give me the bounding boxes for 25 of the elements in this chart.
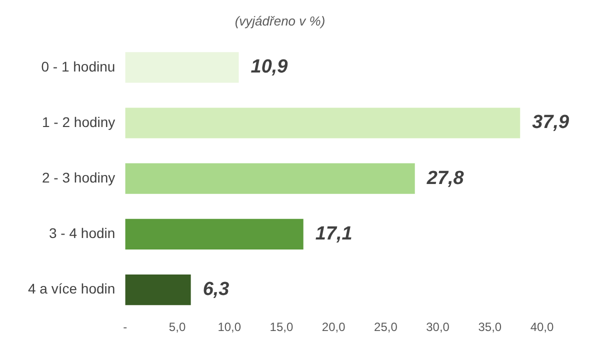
x-tick-label: 5,0 (168, 320, 186, 334)
x-tick-label: 40,0 (530, 320, 554, 334)
x-tick-label: 30,0 (426, 320, 450, 334)
bar (125, 108, 520, 138)
x-tick-label: 10,0 (218, 320, 242, 334)
x-tick-label: 20,0 (322, 320, 346, 334)
y-tick-label: 1 - 2 hodiny (42, 114, 116, 130)
bar (125, 274, 191, 306)
x-tick-label: 35,0 (478, 320, 502, 334)
data-label: 6,3 (202, 279, 230, 300)
y-tick-label: 4 a více hodin (28, 280, 116, 297)
data-label: 37,9 (532, 112, 570, 134)
x-tick-label: - (123, 320, 128, 334)
bar (125, 163, 415, 194)
x-tick-label: 25,0 (374, 320, 398, 334)
data-label: 10,9 (250, 56, 288, 78)
y-tick-label: 0 - 1 hodinu (41, 58, 116, 74)
x-tick-label: 15,0 (270, 320, 294, 334)
y-tick-label: 3 - 4 hodin (49, 225, 116, 242)
data-label: 17,1 (315, 223, 352, 244)
data-label: 27,8 (426, 168, 464, 189)
bar (125, 52, 239, 83)
bar (125, 218, 304, 250)
chart-title: (vyjádřeno v %) (234, 13, 326, 28)
y-tick-label: 2 - 3 hodiny (42, 169, 116, 186)
